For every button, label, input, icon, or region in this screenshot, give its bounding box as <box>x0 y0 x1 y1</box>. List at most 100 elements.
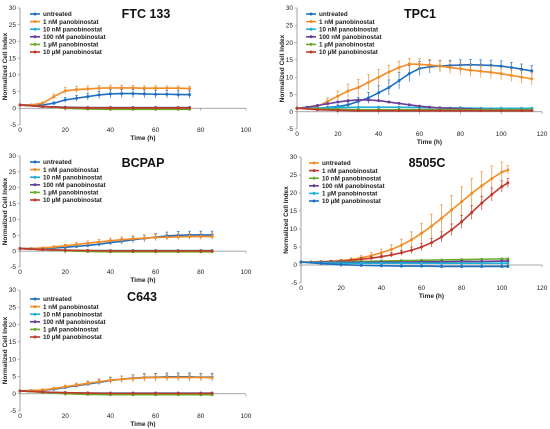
y-tick-label: 20 <box>9 322 17 329</box>
x-tick-label: 0 <box>18 127 22 134</box>
data-point <box>397 101 401 105</box>
data-point <box>18 103 22 107</box>
data-point <box>176 235 180 239</box>
legend-label: 10 µM panobinostat <box>319 49 379 56</box>
data-point <box>418 109 421 113</box>
data-point <box>499 109 503 113</box>
data-point <box>86 106 90 110</box>
legend-label: untreated <box>43 11 72 18</box>
series-1-nm-panobinostat <box>18 84 191 107</box>
data-point <box>509 65 513 69</box>
y-tick-label: -5 <box>10 122 16 129</box>
data-point <box>210 376 214 380</box>
legend-label: 1 nM panobinostat <box>43 304 100 311</box>
y-tick-label: 25 <box>286 22 294 29</box>
data-point <box>407 103 411 107</box>
y-tick-label: 30 <box>9 153 17 160</box>
legend-marker <box>33 297 37 301</box>
legend-label: 100 nM panobinostat <box>43 319 107 326</box>
data-point <box>509 73 513 77</box>
data-point <box>530 69 534 73</box>
x-tick-label: 80 <box>457 131 465 138</box>
data-point <box>399 251 403 255</box>
data-point <box>377 99 381 103</box>
legend-marker <box>309 50 313 54</box>
chart-title: BCPAP <box>122 156 165 170</box>
legend-marker <box>312 184 316 188</box>
legend-label: untreated <box>322 160 351 167</box>
data-point <box>210 249 214 253</box>
x-tick-label: 120 <box>537 285 548 292</box>
y-tick-label: 0 <box>12 391 16 398</box>
data-point <box>165 92 169 96</box>
legend-marker <box>309 20 313 24</box>
data-point <box>506 168 510 172</box>
x-axis-title: Time (h) <box>419 293 444 300</box>
legend-marker <box>33 160 37 164</box>
x-tick-label: 120 <box>537 131 548 138</box>
legend-label: 1 µM panobinostat <box>43 190 99 197</box>
x-tick-label: 20 <box>62 413 70 420</box>
data-point <box>336 100 340 104</box>
legend-label: untreated <box>43 296 72 303</box>
data-point <box>176 93 180 97</box>
data-point <box>154 249 158 253</box>
legend-label: 10 µM panobinostat <box>322 198 382 205</box>
legend-marker <box>33 305 37 309</box>
y-tick-label: 20 <box>9 185 17 192</box>
data-point <box>142 86 146 90</box>
x-tick-label: 100 <box>496 131 507 138</box>
data-point <box>506 259 510 263</box>
legend-label: 1 µM panobinostat <box>43 327 99 334</box>
legend-marker <box>33 175 37 179</box>
data-point <box>154 106 158 110</box>
x-tick-label: 100 <box>241 127 252 134</box>
data-point <box>499 72 503 76</box>
legend-label: 100 nM panobinostat <box>43 34 107 41</box>
y-tick-label: 0 <box>289 109 293 116</box>
data-point <box>397 105 401 109</box>
data-point <box>176 391 180 395</box>
data-point <box>377 75 381 79</box>
data-point <box>470 191 474 195</box>
x-axis-title: Time (h) <box>130 421 155 428</box>
legend-label: untreated <box>43 159 72 166</box>
data-point <box>18 389 22 393</box>
data-point <box>142 236 146 240</box>
y-tick-label: 10 <box>9 72 17 79</box>
data-point <box>379 261 383 265</box>
x-tick-label: 0 <box>295 131 299 138</box>
data-point <box>469 68 473 72</box>
legend-label: 10 µM panobinostat <box>43 197 103 204</box>
legend-marker <box>312 199 316 203</box>
legend-label: 10 nM panobinostat <box>322 175 382 182</box>
data-point <box>399 243 403 247</box>
data-point <box>480 201 484 205</box>
data-point <box>319 262 323 266</box>
data-point <box>108 249 112 253</box>
data-point <box>63 244 67 248</box>
chart-title: TPC1 <box>404 7 436 21</box>
data-point <box>52 245 56 249</box>
legend-label: 1 µM panobinostat <box>322 191 378 198</box>
data-point <box>326 99 330 103</box>
x-tick-label: 0 <box>18 269 22 276</box>
data-point <box>41 105 45 109</box>
data-point <box>97 240 101 244</box>
x-tick-label: 0 <box>299 285 303 292</box>
data-point <box>490 177 494 181</box>
legend-label: 1 nM panobinostat <box>43 19 100 26</box>
y-tick-label: 10 <box>9 217 17 224</box>
data-point <box>131 249 135 253</box>
series-untreated <box>295 59 534 110</box>
data-point <box>120 86 124 90</box>
legend-label: 10 µM panobinostat <box>43 334 103 341</box>
data-point <box>52 101 56 105</box>
data-point <box>295 106 299 110</box>
data-point <box>108 378 112 382</box>
data-point <box>108 92 112 96</box>
x-tick-label: 80 <box>458 285 466 292</box>
